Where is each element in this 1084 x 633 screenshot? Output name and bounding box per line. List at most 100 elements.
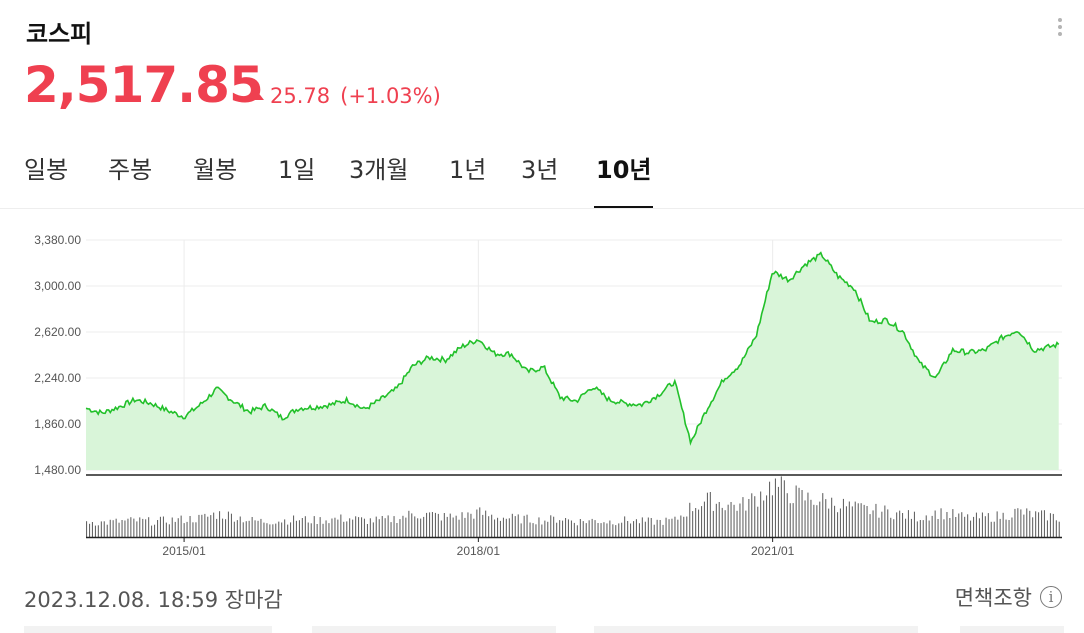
volume-bar [863, 504, 865, 537]
volume-bar [100, 521, 102, 537]
volume-bar [851, 506, 853, 537]
volume-bar [313, 516, 315, 537]
volume-bar [434, 512, 436, 537]
volume-bar [1008, 520, 1010, 537]
volume-bar [497, 517, 499, 537]
volume-bar [290, 522, 292, 537]
volume-bar [272, 524, 274, 537]
info-icon: i [1040, 586, 1062, 608]
volume-bar [310, 523, 312, 537]
volume-bar [902, 513, 904, 537]
tab-10-years[interactable]: 10년 [593, 150, 654, 208]
tab-1-year[interactable]: 1년 [449, 156, 487, 184]
volume-bar [943, 519, 945, 537]
volume-bar [653, 524, 655, 537]
volume-bar [946, 512, 948, 537]
volume-bar [485, 510, 487, 537]
volume-bar [195, 522, 197, 537]
volume-bar [905, 518, 907, 537]
volume-bar [455, 515, 457, 537]
y-tick-label: 3,000.00 [34, 279, 81, 293]
volume-bar [952, 509, 954, 537]
volume-bar [819, 501, 821, 537]
volume-bar [763, 500, 765, 537]
volume-bar [254, 520, 256, 537]
disclaimer-link[interactable]: 면책조항 i [955, 582, 1062, 612]
volume-bar [145, 519, 147, 537]
volume-bar [384, 518, 386, 537]
volume-bar [984, 516, 986, 537]
volume-bar [337, 519, 339, 537]
volume-bar [839, 508, 841, 537]
volume-bar [890, 517, 892, 537]
volume-bar [742, 497, 744, 537]
volume-bar [411, 513, 413, 537]
volume-bar [159, 516, 161, 537]
volume-bar [319, 517, 321, 537]
volume-bar [470, 513, 472, 537]
volume-bar [446, 516, 448, 537]
volume-bar [570, 520, 572, 537]
tab-daily-candle[interactable]: 일봉 [24, 156, 69, 184]
y-tick-label: 1,860.00 [34, 417, 81, 431]
volume-bar [239, 516, 241, 537]
volume-bar [828, 508, 830, 537]
volume-bar [931, 515, 933, 537]
more-vertical-icon[interactable] [1054, 18, 1066, 44]
volume-bar [544, 520, 546, 537]
volume-bar [476, 509, 478, 537]
volume-bar [754, 496, 756, 537]
volume-bar [222, 518, 224, 537]
volume-bar [233, 521, 235, 537]
volume-bar [934, 510, 936, 537]
volume-bar [499, 520, 501, 537]
disclaimer-label: 면책조항 [954, 586, 1032, 610]
volume-bar [1005, 519, 1007, 537]
volume-bar [875, 503, 877, 537]
volume-bar [449, 513, 451, 537]
tab-3-years[interactable]: 3년 [521, 156, 559, 184]
volume-bar [606, 523, 608, 537]
tab-weekly-candle[interactable]: 주봉 [108, 156, 153, 184]
tab-1-day[interactable]: 1일 [278, 156, 316, 184]
volume-bar [627, 521, 629, 537]
volume-bar [207, 516, 209, 537]
volume-bar [375, 516, 377, 537]
volume-bar [910, 518, 912, 537]
volume-bar [751, 493, 753, 537]
price-chart[interactable]: 3,380.00 3,000.00 2,620.00 2,240.00 1,860.00… [0, 215, 1084, 567]
volume-bar [127, 518, 129, 537]
tab-3-months[interactable]: 3개월 [349, 156, 409, 184]
volume-bar [488, 516, 490, 537]
volume-bar [106, 524, 108, 537]
price-change: 25.78 (+1.03%) [250, 84, 441, 108]
volume-bar [576, 525, 578, 537]
volume-bar [165, 522, 167, 537]
volume-bar [677, 519, 679, 537]
volume-bar [1014, 508, 1016, 537]
volume-bar [387, 515, 389, 537]
volume-bar [142, 518, 144, 537]
volume-bar [307, 522, 309, 537]
volume-bar [334, 517, 336, 537]
volume-bar [919, 520, 921, 537]
volume-bar [999, 518, 1001, 537]
volume-bar [769, 481, 771, 537]
volume-bar [366, 524, 368, 537]
volume-bar [760, 491, 762, 537]
volume-bar [275, 523, 277, 537]
volume-bar [807, 492, 809, 537]
volume-bar [792, 503, 794, 537]
volume-bar [701, 506, 703, 537]
period-tabs: 일봉 주봉 월봉 1일 3개월 1년 3년 10년 [0, 138, 1084, 209]
volume-bar [148, 517, 150, 537]
volume-bar [390, 522, 392, 537]
volume-bar [210, 515, 212, 537]
volume-bar [352, 519, 354, 537]
volume-bar [201, 514, 203, 537]
volume-bar [727, 504, 729, 537]
tab-monthly-candle[interactable]: 월봉 [193, 156, 238, 184]
volume-bar [647, 517, 649, 537]
volume-bar [733, 504, 735, 537]
volume-bar [517, 514, 519, 537]
